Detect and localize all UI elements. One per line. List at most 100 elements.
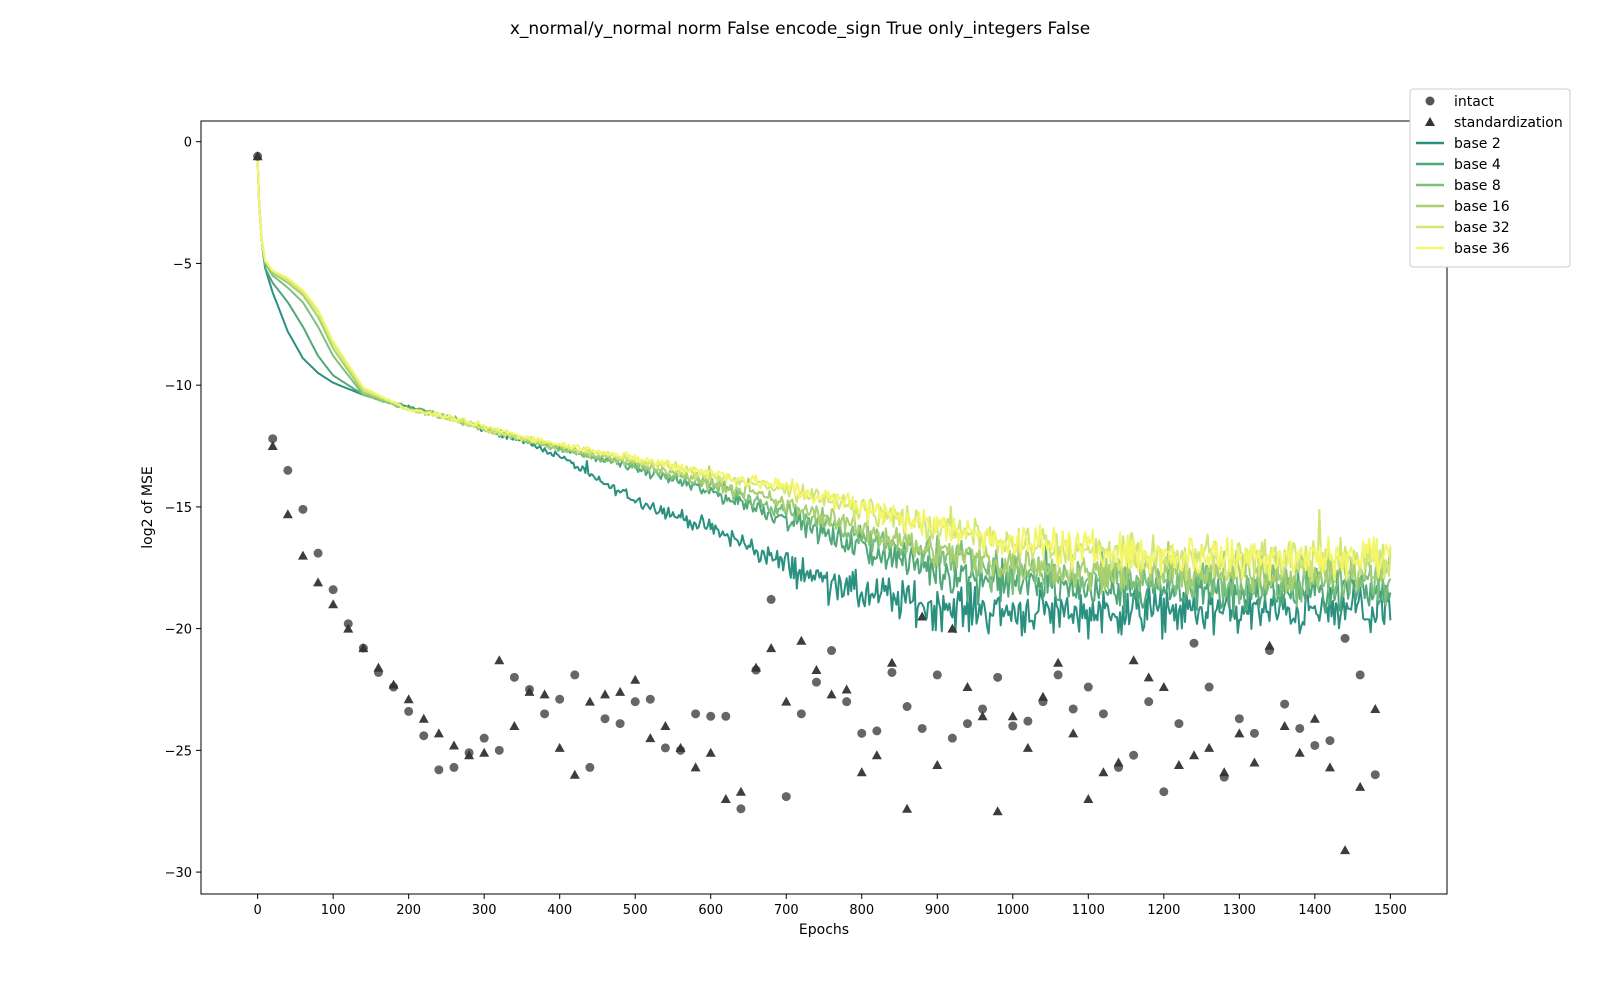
point-standardization [479,747,490,757]
series-line-base-8 [256,158,1392,608]
point-intact [1083,682,1093,692]
point-standardization [554,742,565,752]
point-standardization [524,686,535,696]
lines-layer [256,158,1392,640]
point-standardization [343,623,354,633]
point-intact [1144,697,1154,707]
point-standardization [1234,728,1245,738]
point-standardization [1309,713,1320,723]
point-intact [691,709,701,719]
point-intact [404,706,414,716]
y-axis: 0 −5 −10 −15 −20 −25 −30 [165,136,201,881]
point-standardization [464,750,475,760]
point-standardization [886,657,897,667]
chart-title: x_normal/y_normal norm False encode_sign… [510,19,1090,39]
point-intact [1355,670,1365,680]
x-axis: 0 100 200 300 400 500 600 700 800 900 1000 1100 1200… [253,894,1407,918]
y-axis-title: log2 of MSE [140,466,156,548]
point-intact [298,504,308,514]
x-axis-title: Epochs [799,922,849,938]
legend-marker-standardization [1425,117,1435,126]
point-standardization [871,750,882,760]
point-standardization [313,577,324,587]
point-standardization [1083,794,1094,804]
point-standardization [418,713,429,723]
point-standardization [328,599,339,609]
point-standardization [932,759,943,769]
x-tick-label: 1300 [1223,903,1256,918]
point-standardization [373,662,384,672]
point-standardization [856,767,867,777]
point-intact [857,728,867,738]
point-standardization [282,509,293,519]
point-standardization [902,803,913,813]
x-tick-label: 400 [547,903,572,918]
point-intact [1340,633,1350,643]
point-intact [449,762,459,772]
y-tick-label: −30 [165,866,192,881]
point-standardization [796,635,807,645]
point-intact [600,714,610,724]
point-standardization [1249,757,1260,767]
point-intact [1023,716,1033,726]
point-intact [1370,770,1380,780]
point-standardization [433,728,444,738]
legend-label: standardization [1454,115,1563,131]
point-intact [630,697,640,707]
point-standardization [645,733,656,743]
point-intact [932,670,942,680]
point-intact [1310,740,1320,750]
point-intact [993,672,1003,682]
point-intact [736,804,746,814]
point-standardization [584,696,595,706]
x-tick-label: 200 [396,903,421,918]
point-standardization [569,769,580,779]
x-tick-label: 700 [774,903,799,918]
point-intact [283,465,293,475]
point-standardization [1128,655,1139,665]
point-standardization [267,441,278,451]
point-standardization [448,740,459,750]
point-standardization [705,747,716,757]
legend-label: base 2 [1454,136,1501,152]
point-standardization [977,711,988,721]
point-intact [1234,714,1244,724]
point-intact [313,548,323,558]
point-intact [1249,728,1259,738]
point-intact [1053,670,1063,680]
point-standardization [1098,767,1109,777]
legend-label: base 32 [1454,220,1510,236]
point-standardization [1294,747,1305,757]
point-intact [872,726,882,736]
point-standardization [509,721,520,731]
legend-label: intact [1454,94,1495,110]
point-standardization [630,674,641,684]
point-standardization [811,665,822,675]
point-standardization [297,550,308,560]
point-standardization [615,686,626,696]
point-standardization [1173,759,1184,769]
point-standardization [1264,640,1275,650]
point-intact [796,709,806,719]
point-intact [887,667,897,677]
point-standardization [781,696,792,706]
y-tick-label: −20 [165,623,192,638]
x-tick-label: 900 [925,903,950,918]
point-intact [766,594,776,604]
plot-frame [200,120,1448,895]
point-intact [1325,736,1335,746]
point-intact [419,731,429,741]
point-intact [1174,719,1184,729]
point-standardization [1189,750,1200,760]
x-tick-label: 300 [472,903,497,918]
scatter-layer [252,151,1381,855]
point-standardization [962,682,973,692]
point-standardization [494,655,505,665]
point-intact [540,709,550,719]
point-intact [509,672,519,682]
point-standardization [766,643,777,653]
point-standardization [751,662,762,672]
legend-box [1409,88,1571,268]
y-tick-label: −25 [165,744,192,759]
